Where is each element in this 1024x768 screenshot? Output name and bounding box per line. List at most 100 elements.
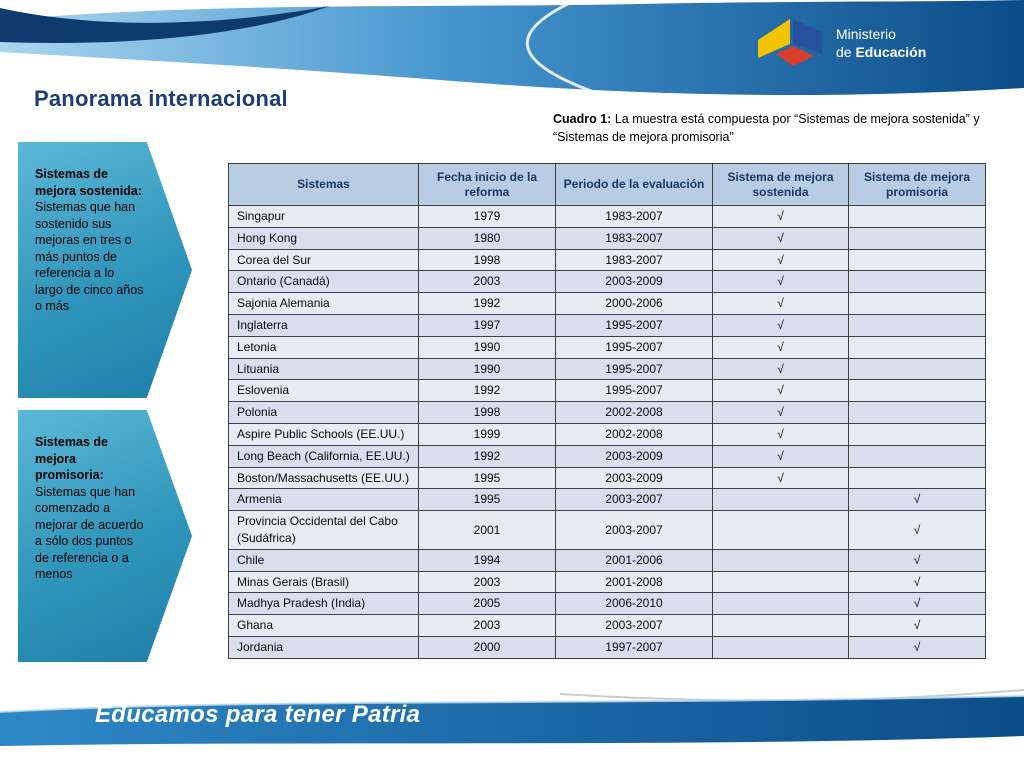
table-row: Lituania 1990 1995-2007 √ xyxy=(228,357,986,381)
cell-promisoria xyxy=(848,313,986,337)
cell-sostenida: √ xyxy=(712,313,849,337)
cell-sostenida: √ xyxy=(712,357,849,381)
cell-sostenida: √ xyxy=(712,379,849,403)
cell-sistema: Long Beach (California, EE.UU.) xyxy=(228,444,419,468)
cell-sistema: Armenia xyxy=(228,488,419,512)
cell-promisoria: √ xyxy=(848,548,986,572)
cell-fecha: 1999 xyxy=(418,422,556,446)
cell-promisoria: √ xyxy=(848,488,986,512)
header-promisoria: Sistema de mejora promisoria xyxy=(848,163,986,206)
cell-sostenida: √ xyxy=(712,466,849,490)
cell-fecha: 2005 xyxy=(418,592,556,616)
cell-fecha: 2003 xyxy=(418,570,556,594)
header-sistemas: Sistemas xyxy=(228,163,419,206)
cell-sostenida: √ xyxy=(712,444,849,468)
cell-periodo: 2003-2009 xyxy=(555,444,713,468)
cell-fecha: 1992 xyxy=(418,379,556,403)
table-body: Singapur 1979 1983-2007 √ Hong Kong 1980 1983-… xyxy=(228,205,986,659)
cell-sistema: Sajonia Alemania xyxy=(228,292,419,315)
cell-fecha: 1980 xyxy=(418,226,556,250)
table-row: Long Beach (California, EE.UU.) 1992 2003-… xyxy=(228,444,986,468)
cell-sostenida xyxy=(712,570,849,594)
table-row: Aspire Public Schools (EE.UU.) 1999 2002-2… xyxy=(228,422,986,446)
cell-fecha: 2000 xyxy=(418,635,556,659)
cell-promisoria: √ xyxy=(848,510,986,550)
table-row: Singapur 1979 1983-2007 √ xyxy=(228,205,986,228)
cell-periodo: 2000-2006 xyxy=(555,292,713,315)
cell-periodo: 1983-2007 xyxy=(555,226,713,250)
cell-sostenida xyxy=(712,488,849,512)
cell-fecha: 1992 xyxy=(418,292,556,315)
cell-sostenida xyxy=(712,592,849,616)
cell-fecha: 1997 xyxy=(418,313,556,337)
logo-text: Ministerio de Educación xyxy=(836,25,926,61)
cell-sostenida xyxy=(712,510,849,550)
cell-sistema: Ontario (Canadá) xyxy=(228,270,419,294)
table-row: Letonia 1990 1995-2007 √ xyxy=(228,335,986,359)
callout-sostenida-heading: Sistemas de mejora sostenida: xyxy=(35,167,142,198)
table-row: Sajonia Alemania 1992 2000-2006 √ xyxy=(228,292,986,315)
cell-sistema: Hong Kong xyxy=(228,226,419,250)
cell-fecha: 1995 xyxy=(418,466,556,490)
cell-promisoria xyxy=(848,335,986,359)
footer-slogan: Educamos para tener Patria xyxy=(95,701,421,728)
cell-periodo: 2003-2007 xyxy=(555,614,713,637)
cell-promisoria xyxy=(848,357,986,381)
cell-periodo: 2001-2008 xyxy=(555,570,713,594)
cell-periodo: 1995-2007 xyxy=(555,313,713,337)
cell-periodo: 1997-2007 xyxy=(555,635,713,659)
table-row: Eslovenia 1992 1995-2007 √ xyxy=(228,379,986,403)
cell-periodo: 2002-2008 xyxy=(555,401,713,424)
cell-promisoria xyxy=(848,466,986,490)
header-periodo: Periodo de la evaluación xyxy=(555,163,713,206)
cell-periodo: 2001-2006 xyxy=(555,548,713,572)
cell-promisoria: √ xyxy=(848,570,986,594)
cell-periodo: 2003-2009 xyxy=(555,466,713,490)
data-table: Sistemas Fecha inicio de la reforma Peri… xyxy=(228,163,986,659)
cell-sistema: Eslovenia xyxy=(228,379,419,403)
cell-fecha: 1990 xyxy=(418,357,556,381)
table-row: Inglaterra 1997 1995-2007 √ xyxy=(228,313,986,337)
table-row: Jordania 2000 1997-2007 √ xyxy=(228,635,986,659)
callout-promisoria-body: Sistemas que han comenzado a mejorar de … xyxy=(35,484,144,582)
cell-sostenida xyxy=(712,614,849,637)
table-row: Provincia Occidental del Cabo (Sudáfrica… xyxy=(228,510,986,550)
header-sostenida: Sistema de mejora sostenida xyxy=(712,163,849,206)
cell-sistema: Singapur xyxy=(228,205,419,228)
table-row: Hong Kong 1980 1983-2007 √ xyxy=(228,226,986,250)
callout-sostenida: Sistemas de mejora sostenida: Sistemas q… xyxy=(18,142,192,398)
cell-sostenida: √ xyxy=(712,205,849,228)
callout-promisoria: Sistemas de mejora promisoria: Sistemas … xyxy=(18,410,192,662)
callout-promisoria-heading: Sistemas de mejora promisoria: xyxy=(35,435,108,482)
cell-fecha: 1990 xyxy=(418,335,556,359)
cell-sostenida: √ xyxy=(712,248,849,272)
cell-fecha: 1998 xyxy=(418,248,556,272)
cell-sistema: Chile xyxy=(228,548,419,572)
table-row: Minas Gerais (Brasil) 2003 2001-2008 √ xyxy=(228,570,986,594)
cell-sistema: Letonia xyxy=(228,335,419,359)
cell-fecha: 1998 xyxy=(418,401,556,424)
table-row: Armenia 1995 2003-2007 √ xyxy=(228,488,986,512)
logo-line2-prefix: de xyxy=(836,44,856,60)
cell-periodo: 1983-2007 xyxy=(555,248,713,272)
cell-periodo: 2003-2007 xyxy=(555,510,713,550)
cell-periodo: 1995-2007 xyxy=(555,335,713,359)
cell-sistema: Ghana xyxy=(228,614,419,637)
cell-periodo: 2003-2009 xyxy=(555,270,713,294)
caption-text: La muestra está compuesta por “Sistemas … xyxy=(553,112,980,145)
cell-promisoria xyxy=(848,205,986,228)
cell-sostenida: √ xyxy=(712,226,849,250)
cell-promisoria: √ xyxy=(848,635,986,659)
cell-sistema: Aspire Public Schools (EE.UU.) xyxy=(228,422,419,446)
cell-promisoria xyxy=(848,226,986,250)
cell-sostenida xyxy=(712,548,849,572)
cell-promisoria xyxy=(848,270,986,294)
cell-promisoria: √ xyxy=(848,614,986,637)
callout-sostenida-body: Sistemas que han sostenido sus mejoras e… xyxy=(35,200,144,313)
cell-sostenida: √ xyxy=(712,292,849,315)
cell-sostenida xyxy=(712,635,849,659)
cell-promisoria xyxy=(848,422,986,446)
table-row: Chile 1994 2001-2006 √ xyxy=(228,548,986,572)
cell-sistema: Minas Gerais (Brasil) xyxy=(228,570,419,594)
